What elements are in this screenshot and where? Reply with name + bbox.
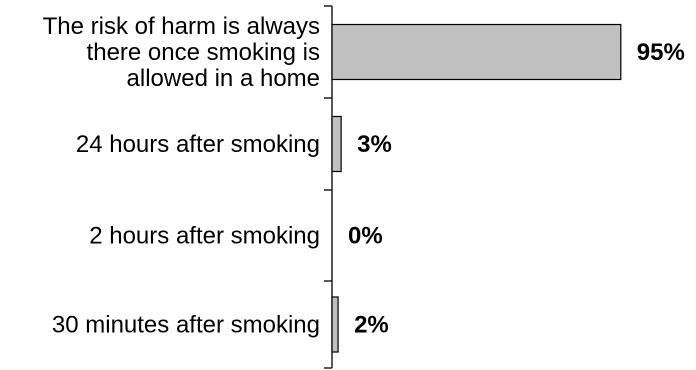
data-labels: 95% 3% 0% 2% [348,39,685,339]
category-label: 2 hours after smoking [89,223,320,250]
data-label: 95% [637,39,685,66]
category-label: 30 minutes after smoking [52,312,320,339]
bar [331,23,622,81]
category-label: The risk of harm is always [43,13,320,40]
data-label: 3% [357,131,392,158]
bar [331,296,339,353]
data-label: 2% [354,312,389,339]
data-label: 0% [348,223,383,250]
category-label: allowed in a home [127,65,320,92]
bar [331,115,342,173]
category-label: 24 hours after smoking [76,131,320,158]
category-label: there once smoking is [87,39,320,66]
bars [331,23,622,353]
axis-ticks [324,5,332,369]
